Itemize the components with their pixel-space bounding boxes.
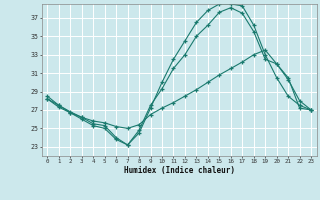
X-axis label: Humidex (Indice chaleur): Humidex (Indice chaleur) bbox=[124, 166, 235, 175]
